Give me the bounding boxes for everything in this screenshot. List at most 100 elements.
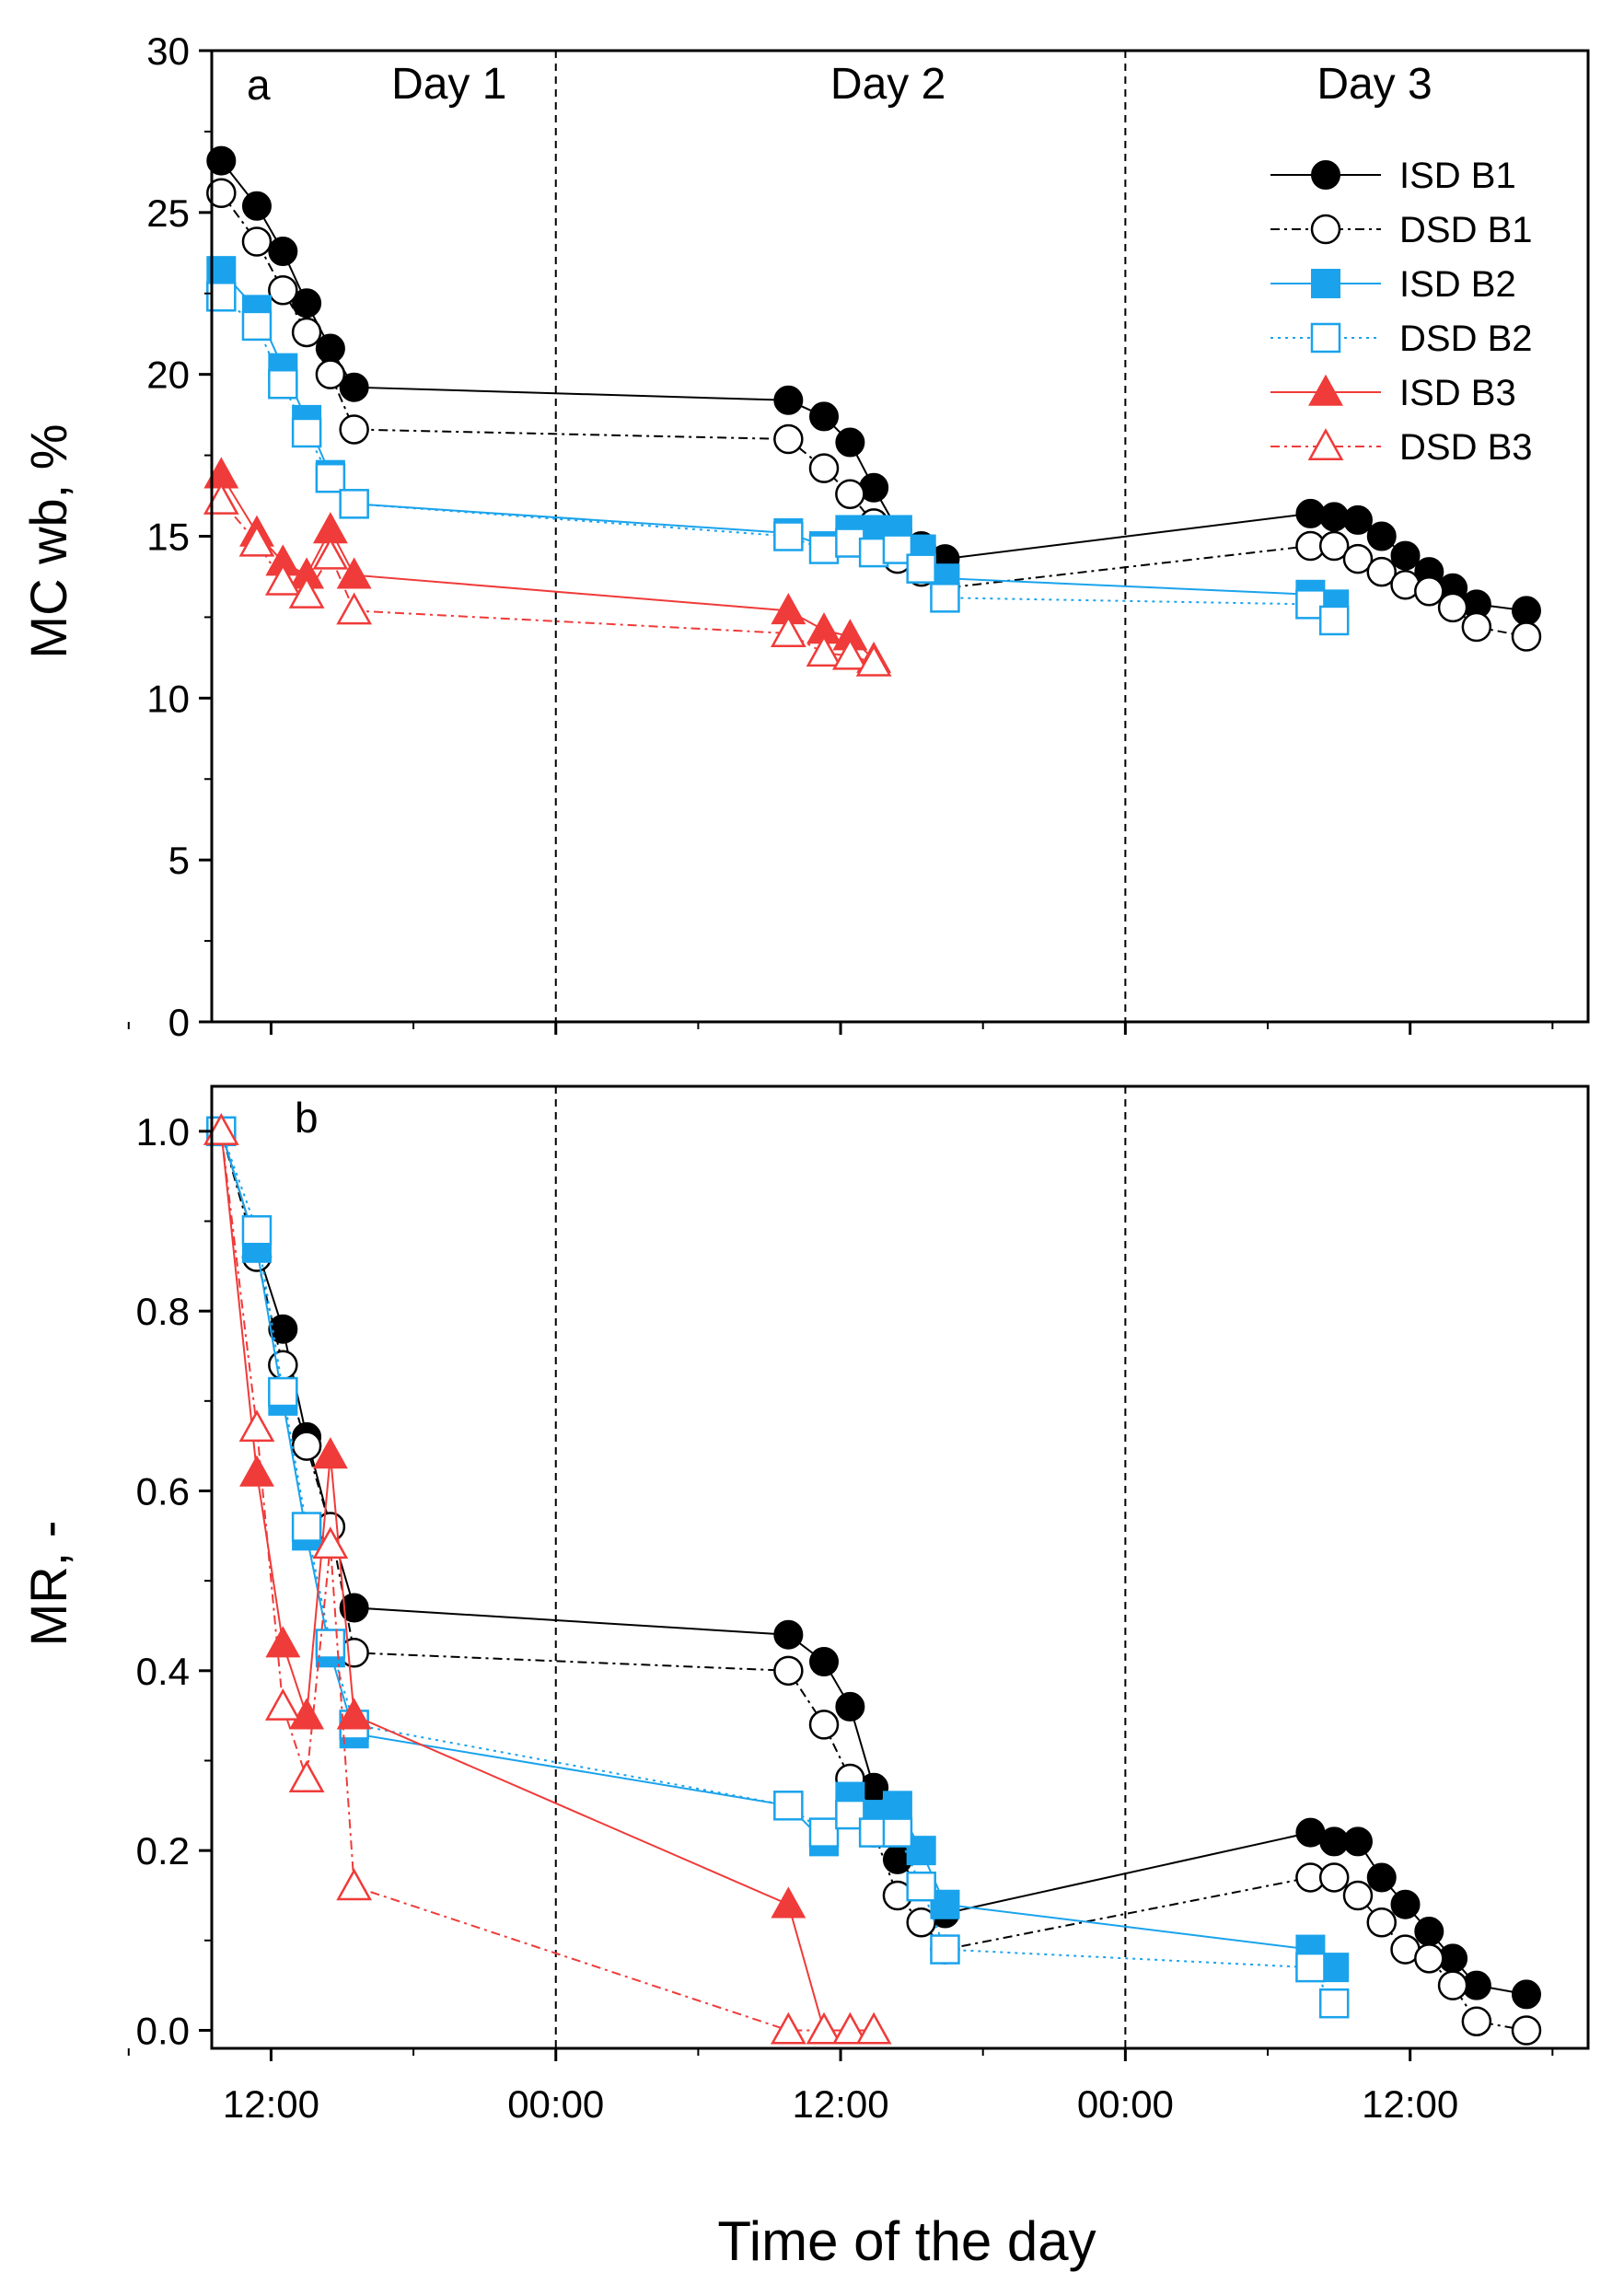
panel-b: 0.0 0.2 0.4 0.6 0.8 1.0 12:00 00:00 12:00 00:00 12… <box>19 1084 1590 2126</box>
panel-a-y-tick-label: 10 <box>146 677 190 720</box>
panel-b-series-isd-b1 <box>206 1116 1541 2010</box>
panel-a-series-dsd-b1-point <box>835 479 865 510</box>
panel-b-series-dsd-b1-point <box>1318 1862 1350 1893</box>
panel-b-series-dsd-b3-line <box>220 1130 875 2032</box>
panel-b-series-dsd-b3-point <box>312 1526 349 1559</box>
panel-a-series-isd-b1-point <box>268 237 298 267</box>
panel-b-y-tick-label: 0.6 <box>136 1469 190 1513</box>
panel-b-series-dsd-b1-point <box>1437 1970 1468 2000</box>
panel-b-series-dsd-b3 <box>203 1113 892 2045</box>
legend-item-dsd-b1: DSD B1 <box>1270 210 1533 250</box>
day-label-1: Day 1 <box>391 60 506 109</box>
panel-a-series-dsd-b3-point <box>238 524 275 557</box>
panel-b-x-tick-label: 12:00 <box>223 2082 319 2126</box>
panel-b-series-dsd-b1 <box>206 1116 1542 2046</box>
panel-b-series-dsd-b2-point <box>835 1799 865 1830</box>
panel-b-series-dsd-b1-point <box>1414 1943 1444 1974</box>
panel-b-series-isd-b3 <box>203 1113 892 2045</box>
panel-b-series-isd-b3-point <box>239 1455 274 1487</box>
panel-b-series-dsd-b3-point <box>336 1868 373 1901</box>
panel-a-series-dsd-b1 <box>206 178 1542 652</box>
legend-item-isd-b2: ISD B2 <box>1270 264 1516 305</box>
panel-a-series-dsd-b2-point <box>339 489 369 519</box>
panel-a-series-dsd-b2-point <box>291 417 322 448</box>
panel-a-y-axis-title: MC wb, % <box>19 423 77 658</box>
panel-b-series-dsd-b3-point <box>855 2012 892 2045</box>
panel-b-series-dsd-b2-point <box>808 1817 840 1848</box>
panel-b-series-dsd-b1-point <box>773 1655 804 1687</box>
panel-a-series-dsd-b3-point <box>855 643 892 677</box>
panel-a-series-isd-b1-point <box>1366 521 1397 551</box>
panel-a-series-dsd-b2-point <box>808 534 840 564</box>
panel-b-series-dsd-b3-point <box>264 1688 301 1721</box>
panel-a-series-dsd-b2-point <box>315 462 346 493</box>
panel-a-series-isd-b1-point <box>241 191 272 221</box>
panel-a-series-dsd-b2-point <box>773 521 804 551</box>
panel-a-series-isd-b1-point <box>809 401 840 432</box>
legend-label: ISD B2 <box>1399 264 1516 305</box>
panel-b-y-tick-label: 0.8 <box>136 1290 190 1333</box>
panel-b-series-dsd-b2-point <box>268 1376 298 1408</box>
panel-b-series-dsd-b2-point <box>930 1934 960 1965</box>
panel-a-y-tick-label: 30 <box>146 29 190 73</box>
panel-b-series-dsd-b3-point <box>806 2012 842 2045</box>
panel-b-y-axis-title: MR, - <box>19 1521 77 1647</box>
legend-point <box>1310 214 1341 245</box>
panel-a-y-tick-label: 15 <box>146 516 190 559</box>
panel-b-series-dsd-b2-point <box>1318 1988 1350 2019</box>
panel-b-series-isd-b1-point <box>1511 1979 1541 2010</box>
panel-b-series-isd-b1-point <box>339 1593 369 1623</box>
legend-item-isd-b1: ISD B1 <box>1270 156 1516 196</box>
panel-a-series-isd-b1-point <box>1342 504 1373 535</box>
legend-point <box>1308 374 1343 406</box>
panel-a-series-dsd-b3-point <box>831 637 868 670</box>
panel-a-series-isd-b1-point <box>835 427 865 458</box>
panel-b-label: b <box>295 1094 319 1142</box>
panel-b-series-isd-b1-point <box>835 1691 865 1722</box>
panel-b-y-tick-label: 0.2 <box>136 1829 190 1872</box>
panel-b-frame <box>210 1084 1590 2050</box>
panel-a-series-dsd-b1-point <box>1342 543 1374 574</box>
panel-b-x-tick-label: 12:00 <box>1362 2082 1458 2126</box>
panel-b-y-tick-label: 1.0 <box>136 1110 190 1154</box>
panel-b-x-tick-label: 00:00 <box>507 2082 604 2126</box>
panel-b-series-isd-b1-point <box>1390 1889 1421 1919</box>
panel-a-series-dsd-b3-point <box>336 592 373 625</box>
panel-a-series-dsd-b1-point <box>339 414 369 445</box>
panel-a-series-dsd-b3-point <box>312 537 349 570</box>
panel-a-y-tick-label: 5 <box>168 839 190 882</box>
panel-b-series-isd-b1-point <box>268 1314 298 1344</box>
x-axis-title: Time of the day <box>717 2210 1096 2272</box>
panel-b-series-isd-b2-point <box>882 1791 912 1821</box>
legend-label: DSD B3 <box>1399 427 1533 468</box>
panel-b-series-dsd-b1-line <box>220 1130 1527 2032</box>
panel-a-series-dsd-b1-point <box>773 423 804 455</box>
panel-b-series-dsd-b3-point <box>288 1760 325 1793</box>
panel-b-series-dsd-b2-point <box>773 1791 804 1821</box>
panel-a-series-dsd-b1-point <box>241 226 273 257</box>
panel-b-series-dsd-b1-point <box>1461 2006 1492 2036</box>
panel-a-series-dsd-b2-line <box>220 296 1335 621</box>
panel-b-series-dsd-b1-point <box>1511 2015 1542 2046</box>
panel-b-series-dsd-b1-point <box>1342 1880 1374 1911</box>
legend-point <box>1310 322 1341 354</box>
panel-b-series-dsd-b3-point <box>203 1113 239 1145</box>
panel-b-series-isd-b1-point <box>1342 1826 1373 1857</box>
panel-b-series-isd-b2-line <box>220 1130 1335 1968</box>
legend: ISD B1 DSD B1 ISD B2 DSD B2 ISD B3 DSD B3 <box>1270 156 1533 468</box>
panel-a-series-dsd-b3-line <box>220 500 875 664</box>
panel-a-series-dsd-b3-point <box>264 562 301 596</box>
panel-a-y-tick-label: 25 <box>146 191 190 235</box>
panel-a-series-dsd-b2-point <box>930 583 960 613</box>
panel-b-series-dsd-b2-point <box>291 1512 322 1542</box>
panel-b-y-tick-label: 0.4 <box>136 1650 190 1693</box>
panel-a-series-dsd-b1-point <box>315 359 346 389</box>
panel-b-series-isd-b3-point <box>771 1886 806 1919</box>
panel-b-series-dsd-b3-point <box>831 2012 868 2045</box>
panel-a-series-dsd-b3-point <box>770 615 806 648</box>
panel-b-y-tick-label: 0.0 <box>136 2009 190 2052</box>
panel-b-series-isd-b3-point <box>312 1437 348 1469</box>
panel-a-series-isd-b1-point <box>292 288 322 319</box>
panel-b-series-dsd-b2 <box>206 1116 1350 2019</box>
